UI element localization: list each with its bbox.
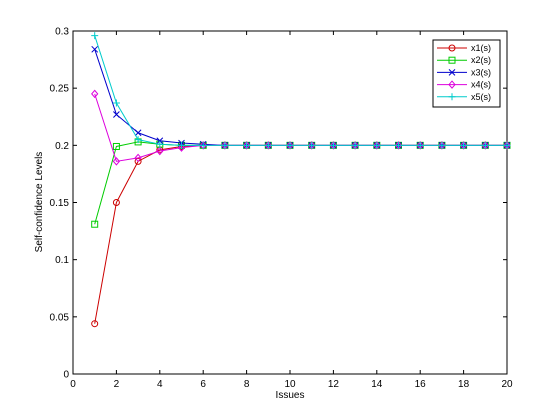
legend-marker xyxy=(448,93,456,101)
x-tick-label: 10 xyxy=(284,379,296,390)
legend-entry: x5(s) xyxy=(437,92,491,102)
data-point xyxy=(329,141,337,149)
y-tick-label: 0 xyxy=(63,370,69,381)
data-point xyxy=(481,141,489,149)
legend-marker xyxy=(448,80,456,89)
x-tick-label: 20 xyxy=(501,379,513,390)
data-point xyxy=(156,146,164,156)
data-point xyxy=(134,153,142,163)
data-point xyxy=(113,111,120,118)
y-axis-label: Self-confidence Levels xyxy=(34,152,45,253)
legend-marker xyxy=(448,56,456,64)
data-point xyxy=(243,141,251,149)
data-point xyxy=(178,141,185,149)
x-tick-label: 16 xyxy=(415,379,427,390)
x-tick-label: 0 xyxy=(70,379,76,390)
legend: x1(s) x2(s) x3(s) x4(s) x5(s) xyxy=(432,39,501,108)
x-axis-label: Issues xyxy=(276,390,305,401)
series-5 xyxy=(91,32,511,149)
x-tick-label: 8 xyxy=(244,379,250,390)
legend-entry: x3(s) xyxy=(437,67,491,77)
y-tick-label: 0.15 xyxy=(50,198,70,209)
y-tick-label: 0.2 xyxy=(55,141,69,152)
data-point xyxy=(91,45,99,53)
data-point xyxy=(351,141,359,149)
legend-entry: x2(s) xyxy=(437,55,491,65)
data-point xyxy=(156,140,164,148)
data-point xyxy=(112,99,120,107)
data-point xyxy=(112,142,120,150)
legend-entry: x4(s) xyxy=(437,80,491,90)
data-point xyxy=(221,141,229,149)
legend-label: x4(s) xyxy=(471,80,491,90)
data-point xyxy=(112,157,121,166)
data-point xyxy=(438,141,446,149)
data-point xyxy=(91,320,99,328)
data-point xyxy=(373,141,381,149)
legend-box xyxy=(432,39,501,108)
legend-label: x5(s) xyxy=(471,92,491,102)
legend-label: x3(s) xyxy=(471,67,491,77)
data-point xyxy=(503,141,511,149)
y-tick-label: 0.25 xyxy=(50,84,70,95)
data-point xyxy=(177,143,186,152)
x-tick-label: 12 xyxy=(328,379,340,390)
data-point xyxy=(91,220,99,228)
series-layer xyxy=(91,32,511,328)
legend-entry: x1(s) xyxy=(437,43,491,53)
legend-label: x1(s) xyxy=(471,43,491,53)
data-point xyxy=(112,199,120,206)
y-tick-label: 0.3 xyxy=(55,27,69,38)
legend-marker xyxy=(448,69,456,76)
legend-label: x2(s) xyxy=(471,55,491,65)
legend-marker xyxy=(448,44,456,52)
data-point xyxy=(460,141,468,149)
data-point xyxy=(199,141,207,149)
data-point xyxy=(91,89,99,99)
y-tick-label: 0.05 xyxy=(50,312,70,323)
data-point xyxy=(91,32,99,40)
x-tick-label: 4 xyxy=(157,379,163,390)
series-line xyxy=(94,35,507,146)
data-point xyxy=(308,141,316,149)
data-point xyxy=(416,141,424,149)
axis-ticks: 0 2 4 6 8 10 12 14 16 18 20 0 0.05 0.1 0.15 0.2 0.25 0.3 xyxy=(50,27,513,391)
x-tick-label: 2 xyxy=(114,379,120,390)
x-tick-label: 6 xyxy=(200,379,206,390)
data-point xyxy=(395,141,402,149)
data-point xyxy=(134,129,142,137)
data-point xyxy=(264,141,272,149)
x-tick-label: 14 xyxy=(371,379,383,390)
data-point xyxy=(286,141,294,149)
y-tick-label: 0.1 xyxy=(55,255,69,266)
data-point xyxy=(134,136,142,144)
x-tick-label: 18 xyxy=(458,379,470,390)
